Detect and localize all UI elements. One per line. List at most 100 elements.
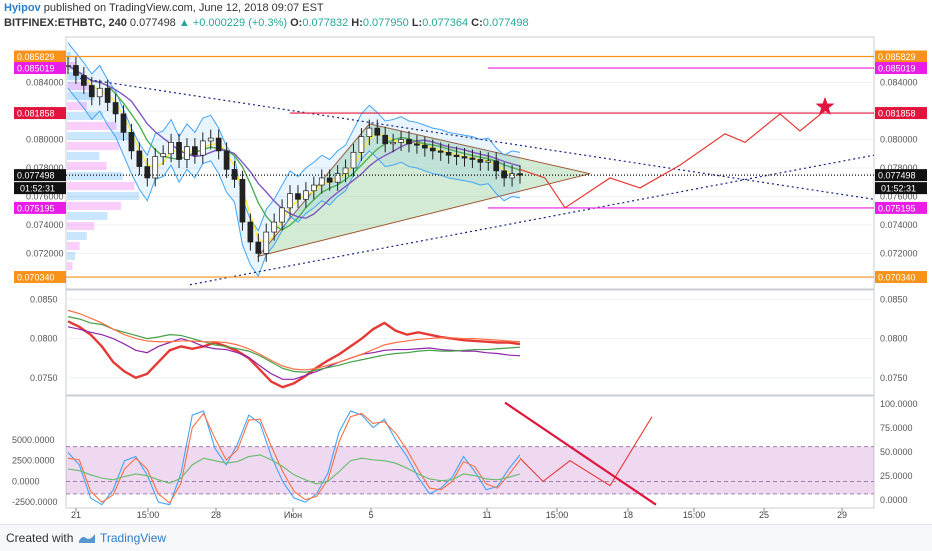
- price-tick-right: 0.074000: [880, 220, 918, 230]
- volume-profile-bar: [67, 172, 123, 180]
- level-label-left: 0.075195: [14, 201, 66, 214]
- countdown-text: 01:52:31: [881, 184, 916, 194]
- level-badge-text: 0.077498: [17, 171, 55, 181]
- candle-body: [429, 147, 436, 152]
- candle-body: [73, 65, 79, 76]
- moving-average-line: [67, 64, 521, 231]
- level-label-right: 0.070340: [875, 271, 927, 284]
- osc1-tick-right: 0.0750: [880, 373, 908, 383]
- level-badge: [875, 107, 927, 120]
- candle-body: [128, 132, 135, 152]
- candle-body: [334, 173, 341, 183]
- candle-body: [493, 160, 500, 172]
- author-name[interactable]: Hyipov: [4, 2, 41, 14]
- footer: Created with TradingView: [0, 524, 932, 551]
- candle-body: [223, 150, 230, 170]
- volume-profile-bar: [67, 232, 87, 240]
- candle-body: [303, 190, 309, 200]
- level-label-left: 0.077498: [14, 169, 66, 182]
- candle-body: [81, 75, 87, 86]
- osc2-tick-left: -2500.0000: [12, 497, 58, 507]
- time-tick-label: 11: [482, 510, 491, 520]
- osc1-series-line: [67, 309, 521, 371]
- candle-body: [199, 140, 206, 156]
- candle-body: [509, 173, 515, 179]
- price-tick-right: 0.080000: [880, 135, 918, 145]
- level-label-left: 0.085829: [14, 50, 66, 63]
- candle-body: [88, 85, 95, 98]
- change-value: +0.000229 (+0.3%): [192, 17, 288, 29]
- price-tick-left: 0.078000: [26, 163, 64, 173]
- symbol-label: BITFINEX:ETHBTC, 240: [4, 17, 127, 29]
- osc2-tick-left: 0.0000: [12, 476, 40, 486]
- osc2-tick-right: 0.0000: [880, 495, 908, 505]
- candle-body: [469, 157, 476, 160]
- candle-body: [160, 153, 167, 157]
- volume-profile-bar: [67, 132, 130, 140]
- bollinger-band-fill: [68, 42, 520, 277]
- time-tick-label: 25: [759, 510, 769, 520]
- countdown-right: 01:52:31: [875, 182, 927, 195]
- candle-body: [184, 146, 190, 160]
- candle-body: [358, 136, 365, 153]
- volume-profile-bar: [67, 192, 139, 200]
- osc2-tick-right: 75.0000: [880, 423, 913, 433]
- candle-body: [453, 154, 460, 157]
- volume-profile-bar: [67, 182, 135, 190]
- high-label: H:: [351, 17, 363, 29]
- level-badge-text: 0.075195: [878, 203, 916, 213]
- change-arrow-icon: ▲: [178, 17, 190, 29]
- level-badge-text: 0.081858: [17, 109, 55, 119]
- candle-body: [247, 221, 254, 243]
- volume-profile-bar: [67, 62, 76, 70]
- candle-body: [398, 139, 404, 143]
- osc1-tick-right: 0.0800: [880, 334, 908, 344]
- candle-body: [144, 166, 151, 179]
- moving-average-line: [67, 64, 521, 244]
- candle-body: [287, 193, 293, 209]
- level-badge-text: 0.070340: [17, 273, 55, 283]
- price-pane: 0.0840000.0840000.0820000.0820000.080000…: [14, 42, 927, 286]
- close-value: 0.077498: [482, 17, 529, 29]
- pane-frame: [65, 289, 875, 396]
- pane-frame: [65, 395, 875, 509]
- level-label-right: 0.081858: [875, 107, 927, 120]
- volume-profile-bar: [67, 92, 94, 100]
- open-label: O:: [290, 17, 303, 29]
- level-badge: [875, 271, 927, 284]
- pane-frame: [65, 36, 875, 290]
- volume-profile-bar: [67, 212, 108, 220]
- level-badge: [875, 169, 927, 182]
- osc2-projection-path: [519, 416, 653, 487]
- level-badge-text: 0.081858: [878, 109, 916, 119]
- price-tick-left: 0.074000: [26, 220, 64, 230]
- tradingview-link[interactable]: TradingView: [100, 531, 167, 545]
- candle-body: [414, 143, 420, 146]
- candle-body: [390, 142, 396, 145]
- osc2-tick-right: 50.0000: [880, 447, 913, 457]
- trendline-descending: [79, 77, 875, 200]
- last-price: 0.077498: [129, 17, 176, 29]
- high-value: 0.077950: [362, 17, 409, 29]
- volume-profile-bar: [67, 242, 80, 250]
- osc2-tick-right: 100.0000: [880, 399, 918, 409]
- volume-profile-bar: [67, 202, 121, 210]
- projection-path: [519, 109, 827, 209]
- level-label-right: 0.075195: [875, 201, 927, 214]
- ohlc-line: BITFINEX:ETHBTC, 240 0.077498 ▲ +0.00022…: [4, 17, 529, 29]
- candle-body: [406, 139, 412, 145]
- volume-profile-bar: [67, 142, 120, 150]
- osc2-tick-left: 2500.0000: [12, 456, 55, 466]
- candle-body: [342, 167, 349, 175]
- low-value: 0.077364: [422, 17, 469, 29]
- bollinger-upper-line: [67, 42, 521, 232]
- candle-body: [477, 159, 484, 163]
- volume-profile-bar: [67, 222, 94, 230]
- candle-body: [485, 160, 492, 163]
- open-value: 0.077832: [302, 17, 349, 29]
- candle-body: [120, 113, 127, 133]
- candle-body: [192, 146, 198, 156]
- candle-body: [310, 184, 317, 192]
- chart-canvas[interactable]: 0.0840000.0840000.0820000.0820000.080000…: [0, 0, 932, 524]
- candle-body: [350, 151, 357, 169]
